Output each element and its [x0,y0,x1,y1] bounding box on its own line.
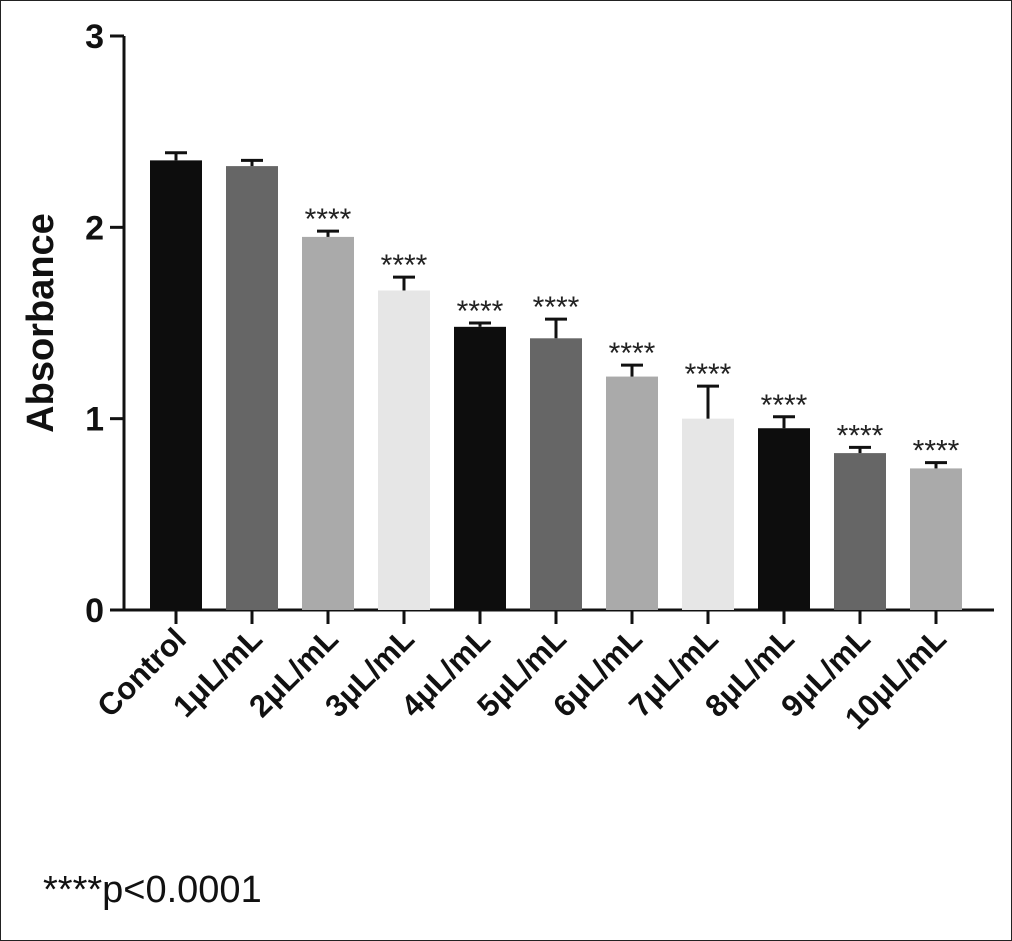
significance-label: **** [457,295,504,328]
significance-label: **** [913,435,960,468]
significance-footnote: ****p<0.0001 [43,869,262,911]
significance-label: **** [609,337,656,370]
bar [682,418,734,610]
bar-chart: 0123AbsorbanceControl1μL/mL****2μL/mL***… [20,18,994,736]
significance-label: **** [533,291,580,324]
bar [910,468,962,610]
significance-label: **** [837,419,884,452]
bar [758,428,810,610]
y-tick-label: 2 [85,209,104,247]
significance-label: **** [305,203,352,236]
y-tick-label: 3 [85,18,104,56]
significance-label: **** [761,389,808,422]
bar [226,166,278,610]
y-axis-label: Absorbance [20,213,62,433]
bar [530,338,582,610]
bar [378,290,430,610]
y-tick-label: 1 [85,401,104,439]
y-tick-label: 0 [85,592,104,630]
bar [150,160,202,610]
bar [834,453,886,610]
bar [454,326,506,610]
bar [302,236,354,610]
significance-label: **** [685,358,732,391]
bars [150,151,962,610]
significance-label: **** [381,249,428,282]
bar [606,376,658,610]
